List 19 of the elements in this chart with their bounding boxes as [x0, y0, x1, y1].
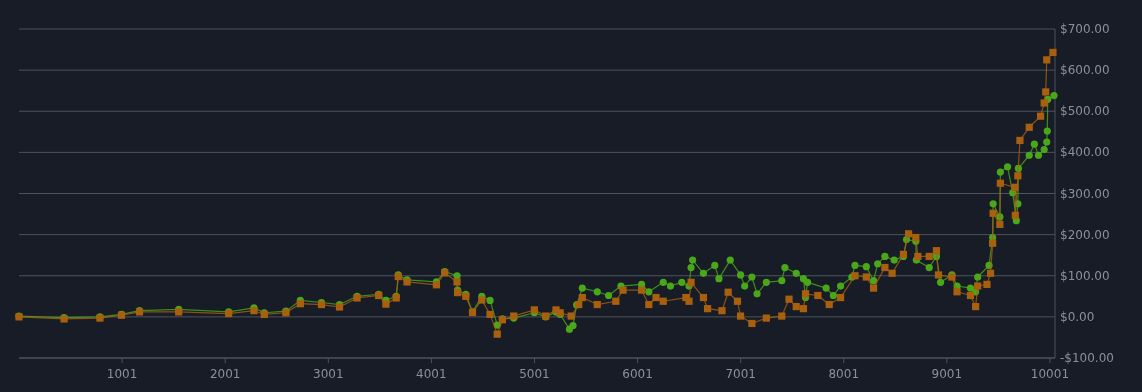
x-tick-label: 9001 — [931, 367, 963, 381]
x-tick-label: 3001 — [313, 367, 344, 381]
x-tick-label: 7001 — [725, 367, 756, 381]
y-tick-label: $100.00 — [1060, 268, 1110, 283]
y-tick-label: -$100.00 — [1060, 351, 1114, 365]
y-tick-label: $700.00 — [1060, 22, 1110, 36]
x-tick-label: 6001 — [622, 367, 653, 381]
y-tick-label: $400.00 — [1060, 145, 1110, 160]
y-tick-label: $500.00 — [1060, 104, 1110, 119]
x-tick-label: 8001 — [828, 367, 860, 381]
y-tick-label: $200.00 — [1060, 227, 1110, 242]
x-tick-label: 5001 — [519, 367, 550, 381]
y-tick-label: $300.00 — [1060, 186, 1110, 201]
y-tick-label: $0.00 — [1060, 309, 1095, 324]
x-tick-label: 4001 — [416, 367, 447, 381]
x-tick-label: 2001 — [209, 367, 241, 381]
x-tick-label: 1001 — [106, 367, 138, 381]
x-tick-label: 10001 — [1030, 367, 1070, 381]
y-tick-label: $600.00 — [1060, 63, 1110, 78]
